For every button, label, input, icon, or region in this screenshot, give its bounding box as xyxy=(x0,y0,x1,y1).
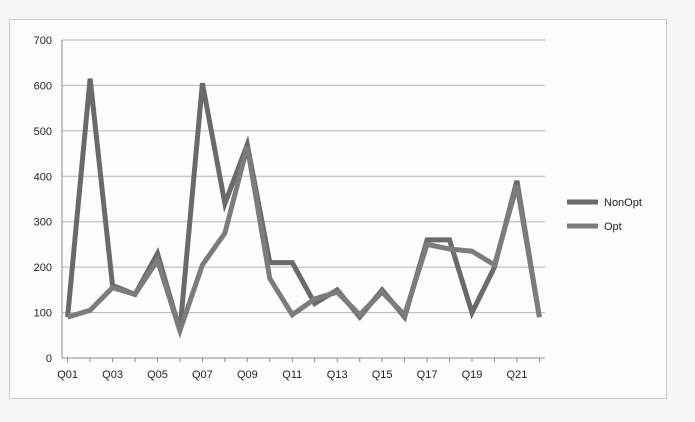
y-tick-label: 0 xyxy=(46,353,52,365)
x-tick-label: Q21 xyxy=(507,369,528,381)
series-lines xyxy=(65,78,542,339)
gridlines xyxy=(62,39,545,359)
x-tick-label: Q09 xyxy=(237,369,258,381)
y-axis: 0 100 200 300 400 500 600 700 xyxy=(34,35,63,365)
x-tick-label: Q13 xyxy=(327,369,348,381)
y-tick-label: 600 xyxy=(34,80,52,92)
x-tick-label: Q01 xyxy=(57,369,78,381)
legend: NonOpt Opt xyxy=(567,197,642,233)
x-tick-label: Q11 xyxy=(282,369,302,381)
x-tick-label: Q19 xyxy=(462,369,483,381)
series-line-opt xyxy=(66,146,542,339)
chart-frame: 0 100 200 300 400 500 600 700 Q01 Q03 Q05 Q07 Q09 Q1… xyxy=(9,19,667,399)
x-tick-label: Q15 xyxy=(372,369,393,381)
y-tick-label: 500 xyxy=(34,126,52,138)
line-chart: 0 100 200 300 400 500 600 700 Q01 Q03 Q05 Q07 Q09 Q1… xyxy=(34,35,642,381)
x-tick-label: Q03 xyxy=(102,369,123,381)
legend-label-nonopt: NonOpt xyxy=(604,197,642,209)
y-tick-label: 400 xyxy=(34,171,52,183)
y-tick-label: 700 xyxy=(34,35,52,47)
y-tick-label: 300 xyxy=(34,217,52,229)
x-tick-label: Q05 xyxy=(147,369,168,381)
x-axis: Q01 Q03 Q05 Q07 Q09 Q11 Q13 Q15 Q17 Q19 Q21 xyxy=(57,357,545,381)
y-tick-label: 100 xyxy=(34,308,52,320)
x-tick-label: Q17 xyxy=(417,369,438,381)
y-tick-label: 200 xyxy=(34,262,52,274)
x-tick-label: Q07 xyxy=(192,369,213,381)
legend-label-opt: Opt xyxy=(604,221,622,233)
